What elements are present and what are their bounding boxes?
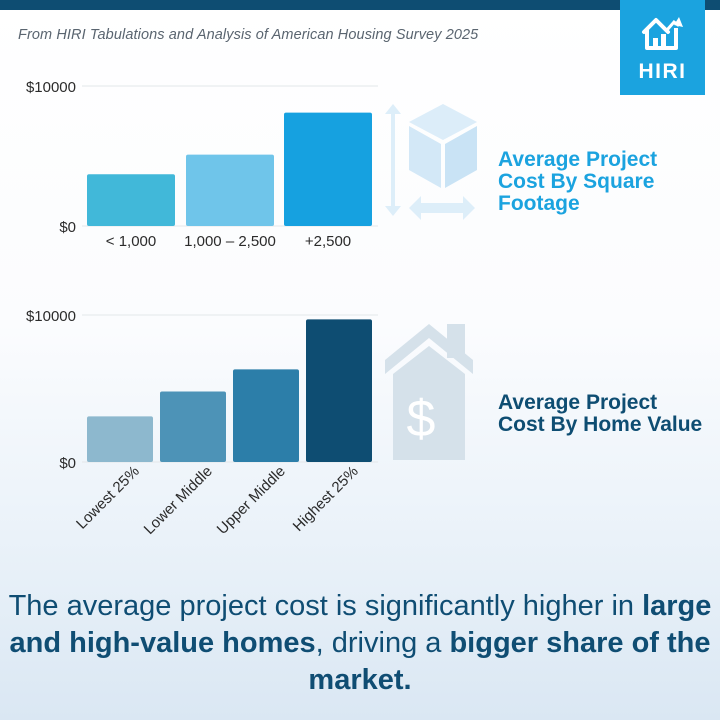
y-tick-label: $10000	[26, 79, 76, 96]
bar	[160, 391, 226, 462]
chart2-title: Average Project Cost By Home Value	[498, 391, 703, 436]
bar	[306, 319, 372, 462]
bar	[186, 154, 274, 226]
logo-text: HIRI	[638, 60, 687, 83]
x-tick-label: Lowest 25%	[73, 463, 143, 533]
x-tick-label: +2,500	[305, 233, 351, 250]
bar	[233, 369, 299, 462]
x-tick-label: Lower Middle	[141, 463, 216, 538]
x-tick-label: Upper Middle	[214, 463, 289, 538]
chart1-title: Average Project Cost By Square Footage	[498, 148, 658, 215]
house-dollar-icon: $	[385, 324, 473, 460]
y-tick-label: $10000	[26, 308, 76, 325]
summary-bold1: large and high-value homes	[9, 590, 712, 659]
hiri-logo: HIRI	[620, 0, 705, 95]
source-note: From HIRI Tabulations and Analysis of Am…	[18, 27, 479, 43]
summary-part2: , driving a	[315, 627, 450, 659]
summary-text: The average project cost is significantl…	[0, 588, 720, 699]
house-chart-icon	[642, 17, 683, 50]
bar	[87, 416, 153, 462]
y-tick-label: $0	[59, 219, 76, 236]
x-tick-label: Highest 25%	[290, 463, 362, 535]
svg-text:$: $	[407, 390, 436, 448]
summary-bold2: bigger share of the market.	[308, 627, 711, 696]
x-tick-label: < 1,000	[106, 233, 156, 250]
bar	[87, 174, 175, 226]
x-tick-label: 1,000 – 2,500	[184, 233, 276, 250]
y-tick-label: $0	[59, 455, 76, 472]
summary-part1: The average project cost is significantl…	[8, 590, 643, 622]
box-dimensions-icon	[385, 104, 477, 220]
top-bar	[0, 0, 720, 10]
bar	[284, 112, 372, 226]
